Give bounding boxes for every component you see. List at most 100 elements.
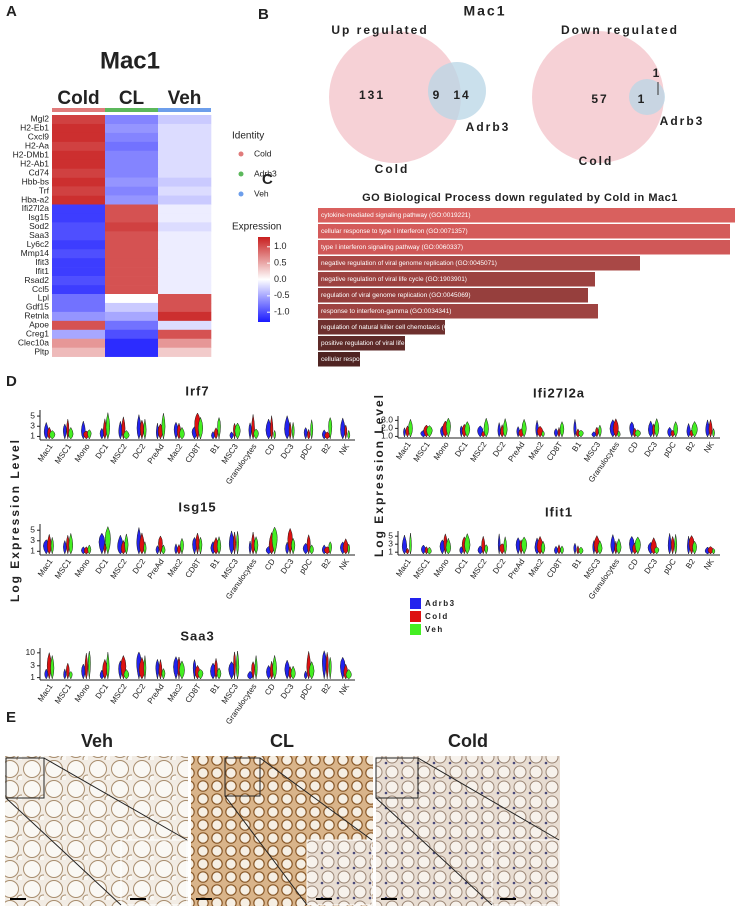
y-tick-label: 5 [30, 524, 35, 534]
violin [712, 427, 715, 438]
violin [325, 652, 329, 680]
image-label: Cold [448, 731, 488, 751]
column-label: CL [119, 88, 145, 109]
violin [595, 426, 599, 438]
violin [156, 423, 159, 440]
column-label: Cold [57, 88, 99, 109]
zoom-box [375, 757, 419, 799]
heatmap-cell [158, 222, 212, 232]
gene-label: Ly6c2 [27, 239, 50, 249]
violin [291, 422, 295, 440]
heatmap-cell [158, 123, 212, 134]
violin [158, 659, 163, 680]
violin [233, 651, 236, 680]
violin [610, 533, 616, 555]
violin [426, 425, 433, 438]
violin [328, 416, 333, 440]
violin [44, 668, 49, 680]
gene-label: Trf [39, 185, 50, 195]
violin [118, 420, 123, 440]
heatmap-cell [52, 249, 106, 259]
y-tick-label: 3 [388, 538, 393, 548]
heatmap-cell [52, 258, 106, 268]
violin [139, 419, 144, 440]
violin [692, 540, 697, 555]
venn-circle [329, 31, 461, 163]
violin [288, 422, 292, 440]
gene-label: Mgl2 [31, 114, 50, 124]
heatmap-cell [105, 311, 159, 322]
heatmap-cell [52, 141, 106, 152]
violin [617, 430, 621, 438]
venn-label: Cold [579, 154, 614, 168]
violin [303, 427, 308, 440]
inset [491, 839, 560, 906]
violin [123, 669, 130, 680]
x-tick-label: CD8T [184, 682, 203, 704]
panel-letter: E [6, 709, 16, 726]
violin [503, 535, 507, 555]
violin [161, 413, 166, 440]
micrographs [5, 756, 560, 906]
violin [271, 526, 278, 555]
gene-label: Cd74 [29, 167, 50, 177]
x-tick-label: DC2 [491, 440, 508, 459]
violin [63, 539, 67, 555]
legend-swatch [410, 598, 421, 609]
legend-title: Expression [232, 222, 281, 233]
violin [597, 540, 603, 555]
x-tick-label: Mono [432, 557, 451, 579]
zoom-line [224, 795, 308, 906]
colorbar-label: 0.0 [274, 274, 287, 284]
violin [233, 531, 237, 555]
column-bar [52, 108, 105, 112]
gene-label: Ccl5 [32, 284, 49, 294]
violin [598, 424, 602, 438]
violin [155, 545, 160, 555]
bar [318, 304, 598, 319]
heatmap-cell [52, 177, 106, 187]
y-tick-label: 3 [30, 660, 35, 670]
legend-label: Cold [425, 612, 449, 621]
x-tick-label: DC3 [643, 557, 660, 576]
heatmap-cell [158, 285, 212, 295]
heatmap-cell [52, 320, 106, 331]
x-tick-label: PreAd [146, 557, 166, 580]
heatmap-cell [105, 177, 159, 187]
gene-label: Mmp14 [21, 248, 50, 258]
x-tick-label: CD [626, 557, 640, 572]
venn-circle [629, 79, 665, 115]
bar [318, 224, 730, 239]
y-tick-label: 1.0 [381, 431, 393, 441]
violin [670, 429, 675, 438]
violin [216, 667, 222, 680]
x-tick-label: MSC1 [53, 557, 73, 581]
violin [405, 547, 410, 555]
x-tick-label: PreAd [146, 682, 166, 705]
heatmap-cell [52, 159, 106, 169]
heatmap-cell [105, 222, 159, 232]
image-label: CL [270, 731, 294, 751]
heatmap-cell [158, 347, 212, 357]
bar-title: GO Biological Process down regulated by … [362, 192, 678, 204]
violin [103, 418, 107, 440]
violin [345, 669, 352, 680]
violin [560, 545, 564, 555]
x-tick-label: PreAd [146, 442, 166, 465]
x-tick-label: DC1 [453, 440, 470, 459]
violin [195, 532, 200, 555]
y-tick-label: 1 [30, 546, 35, 556]
x-tick-label: CD [263, 682, 277, 697]
heatmap-cell [52, 276, 106, 286]
violin [284, 414, 291, 440]
heatmap-cell [105, 132, 159, 143]
heatmap-title: Mac1 [100, 47, 160, 74]
violin [559, 421, 565, 438]
x-tick-label: Mac1 [394, 557, 413, 579]
violin [273, 429, 276, 440]
violin [459, 546, 464, 555]
violin [49, 430, 56, 440]
x-tick-label: Mac2 [527, 557, 546, 579]
heatmap-cell [52, 231, 106, 241]
legend-swatch [410, 611, 421, 622]
